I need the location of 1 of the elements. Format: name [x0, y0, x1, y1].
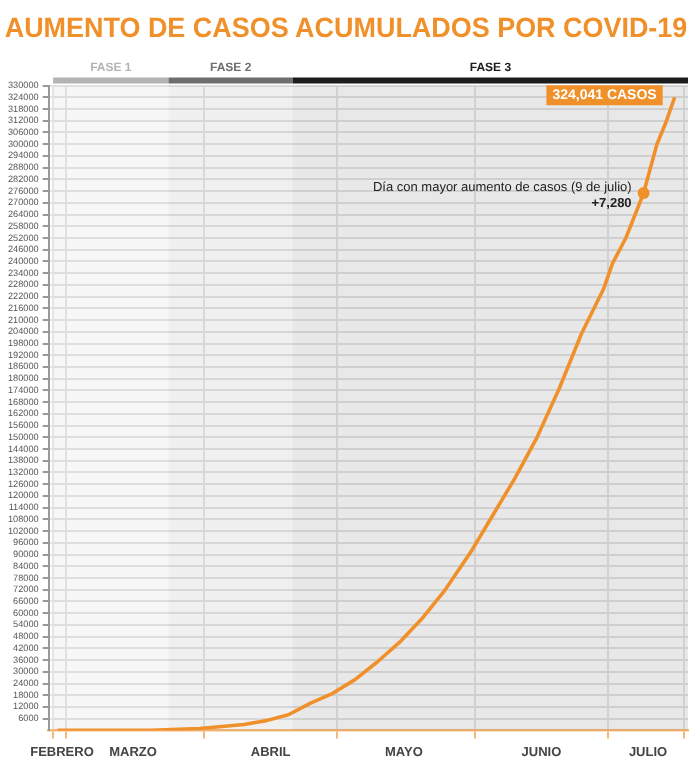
chart-title: AUMENTO DE CASOS ACUMULADOS POR COVID-19	[4, 12, 689, 43]
